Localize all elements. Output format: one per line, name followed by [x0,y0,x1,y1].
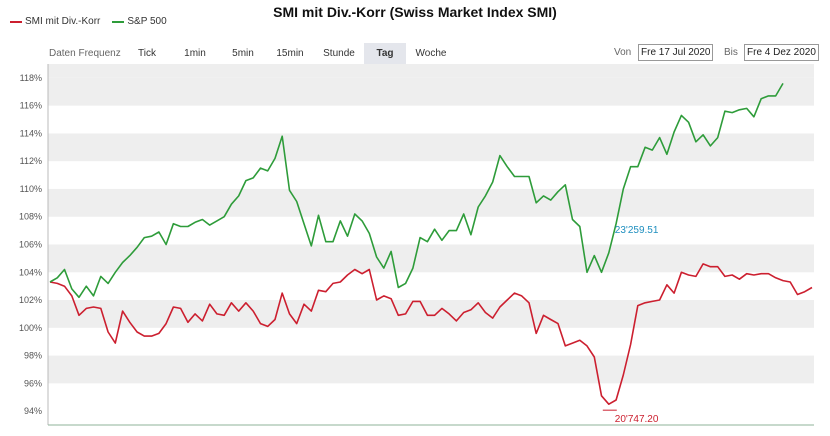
freq-tag-button[interactable]: Tag [364,43,406,64]
series-line-sp500 [49,82,784,299]
chart-title: SMI mit Div.-Korr (Swiss Market Index SM… [273,4,557,20]
legend-label-sp500: S&P 500 [127,16,167,27]
freq-1min-button[interactable]: 1min [184,48,206,59]
y-tick-label: 96% [24,378,42,388]
y-tick-label: 100% [19,323,42,333]
frequency-toolbar: Daten Frequenz Tick 1min 5min 15min Stun… [44,43,456,64]
to-date-input[interactable] [744,44,819,61]
grid-band [48,133,814,162]
y-tick-label: 118% [20,73,42,83]
freq-stunde-button[interactable]: Stunde [323,48,355,59]
y-tick-label: 102% [19,295,42,305]
grid-band [48,355,814,384]
from-date-input[interactable] [638,44,713,61]
freq-tick-button[interactable]: Tick [138,48,156,59]
legend-item-sp500[interactable]: S&P 500 [112,16,167,27]
freq-15min-button[interactable]: 15min [276,48,304,59]
to-label: Bis [724,47,738,58]
legend-swatch-sp500 [112,20,125,23]
series-line-smi [49,263,813,405]
legend-label-smi: SMI mit Div.-Korr [25,16,101,27]
y-tick-label: 94% [24,406,42,416]
annotation-high-label: 23'259.51 [615,225,659,236]
grid-band [48,64,814,78]
frequency-label: Daten Frequenz [49,48,121,59]
legend-item-smi[interactable]: SMI mit Div.-Korr [10,16,100,27]
annotation-low-label: 20'747.20 [615,414,659,425]
y-tick-label: 114% [20,128,42,138]
y-tick-label: 98% [24,351,42,361]
grid-band [48,188,814,217]
legend-swatch-smi [10,20,22,23]
y-tick-label: 104% [19,267,42,277]
grid-band [48,300,814,328]
y-tick-label: 106% [19,240,42,250]
freq-woche-button[interactable]: Woche [415,48,447,59]
y-tick-label: 112% [20,156,42,166]
grid-band [48,77,814,106]
grid-band [48,244,814,273]
y-tick-label: 108% [19,212,42,222]
y-tick-label: 116% [20,101,42,111]
freq-5min-button[interactable]: 5min [232,48,254,59]
y-tick-label: 110% [20,184,42,194]
legend: SMI mit Div.-Korr S&P 500 [10,16,167,27]
from-label: Von [614,47,632,58]
